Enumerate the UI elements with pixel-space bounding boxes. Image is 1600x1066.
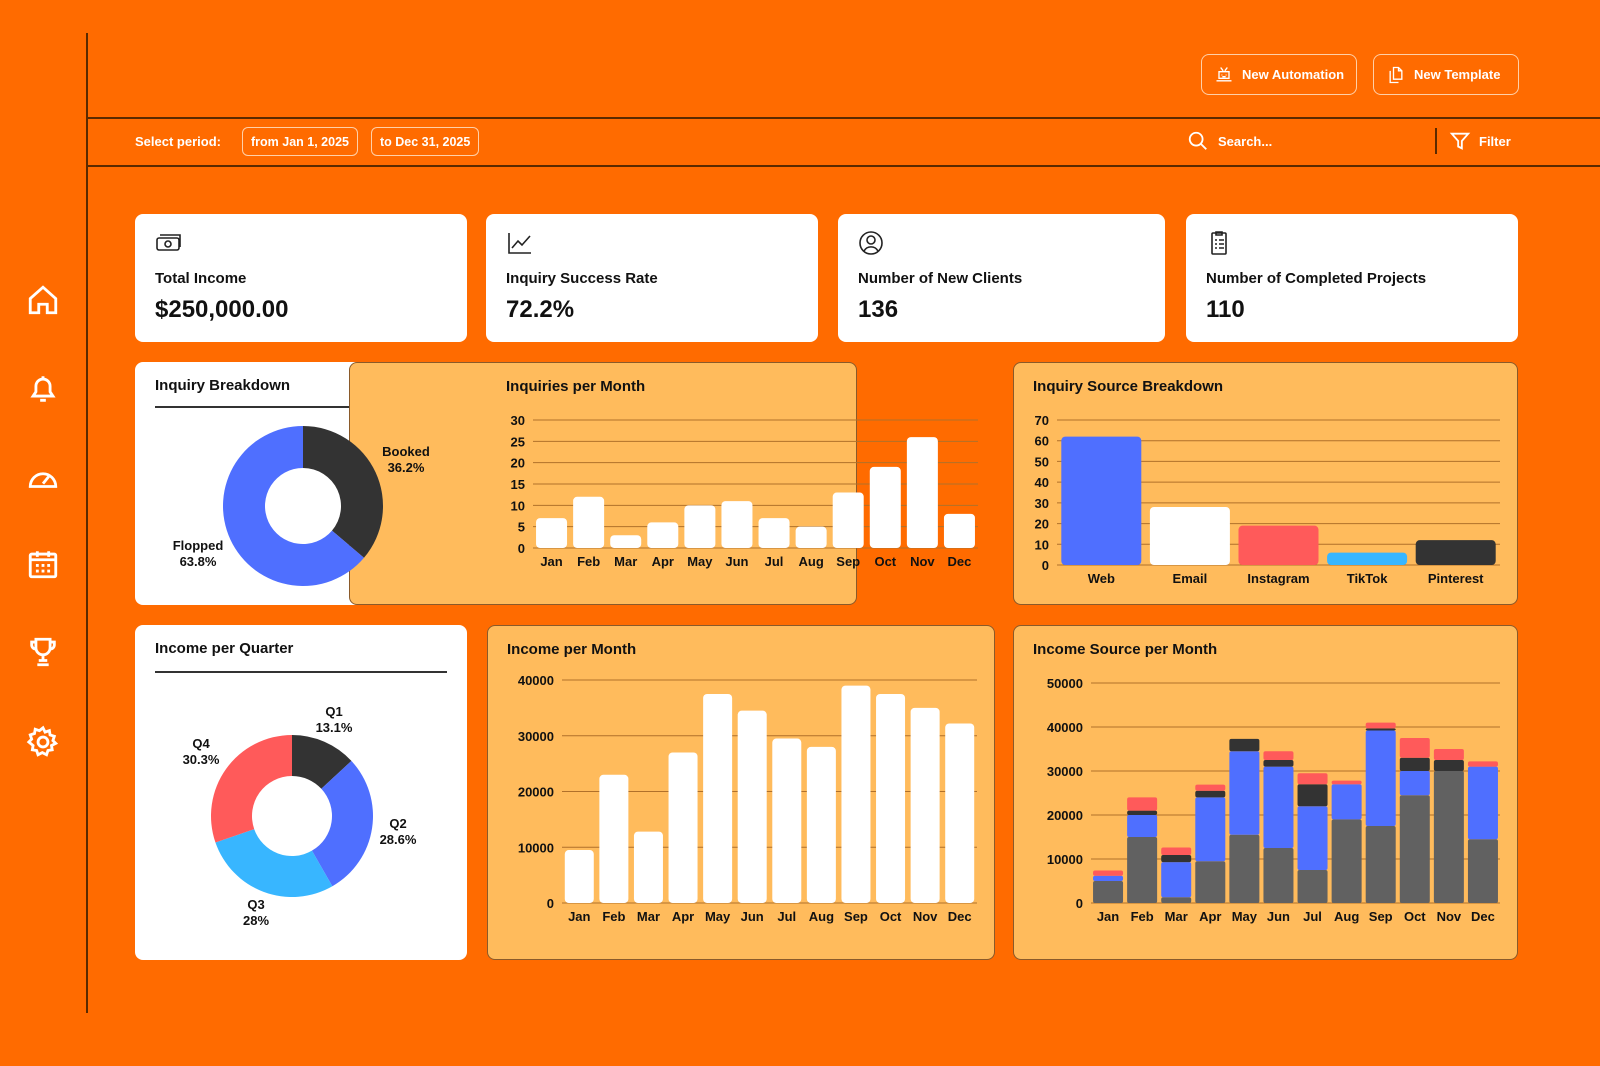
stat-value: $250,000.00 [155,296,289,323]
speedometer-icon[interactable] [26,461,60,495]
search-input[interactable]: Search... [1218,134,1273,149]
inquiry-source-panel: Inquiry Source Breakdown [1013,362,1518,605]
filter-button[interactable]: Filter [1449,130,1511,152]
new-automation-label: New Automation [1242,67,1345,82]
trend-chart-icon [508,233,531,254]
chart-title: Inquiries per Month [506,378,646,395]
filter-label: Filter [1479,133,1511,149]
money-icon [156,234,181,251]
search-icon [1188,131,1207,150]
income-per-month-panel: Income per Month [487,625,995,960]
x-tick-label: Oct [874,554,896,569]
income-source-panel: Income Source per Month [1013,625,1518,960]
sidebar-divider [86,33,88,1013]
period-to-button[interactable]: to Dec 31, 2025 [371,127,480,156]
income-per-quarter-card: Income per Quarter [135,625,467,960]
inquiries-per-month-panel: Inquiries per Month [349,362,857,605]
stat-label: Number of New Clients [858,270,1023,287]
period-from-button[interactable]: from Jan 1, 2025 [242,127,358,156]
stat-value: 110 [1206,296,1245,323]
chart-title: Income per Quarter [155,640,294,657]
chart-title: Inquiry Breakdown [155,377,291,394]
chart-title: Inquiry Source Breakdown [1033,378,1224,395]
filter-icon [1449,132,1471,150]
robot-icon [1216,66,1232,81]
stat-card-inquiry-success: Inquiry Success Rate 72.2% [486,214,818,342]
new-automation-button[interactable]: New Automation [1201,54,1358,95]
stat-label: Total Income [155,270,247,287]
gear-icon[interactable] [26,725,60,759]
stat-card-new-clients: Number of New Clients 136 [838,214,1165,342]
stat-label: Number of Completed Projects [1206,270,1427,287]
toolbar-divider [86,165,1600,167]
new-template-button[interactable]: New Template [1373,54,1519,95]
bar [906,437,938,548]
trophy-icon[interactable] [26,635,60,669]
title-rule [155,671,447,673]
bar [869,466,901,548]
x-tick-label: Nov [910,554,935,569]
home-icon[interactable] [26,283,60,317]
title-rule [155,406,447,408]
bar [943,513,975,548]
stat-value: 72.2% [506,296,575,323]
stat-label: Inquiry Success Rate [506,270,658,287]
header-divider [86,117,1600,119]
user-circle-icon [859,231,883,255]
select-period-label: Select period: [135,134,221,149]
bell-icon[interactable] [26,372,60,406]
new-template-label: New Template [1414,67,1501,82]
chart-title: Income per Month [507,641,637,658]
stat-card-completed-projects: Number of Completed Projects 110 [1186,214,1518,342]
calendar-icon[interactable] [26,547,60,581]
toolbar-separator [1435,128,1437,154]
clipboard-list-icon [1211,231,1227,255]
x-tick-label: Dec [948,554,972,569]
stat-value: 136 [858,296,899,323]
document-copy-icon [1389,66,1403,83]
chart-title: Income Source per Month [1033,641,1218,658]
stat-card-total-income: Total Income $250,000.00 [135,214,467,342]
